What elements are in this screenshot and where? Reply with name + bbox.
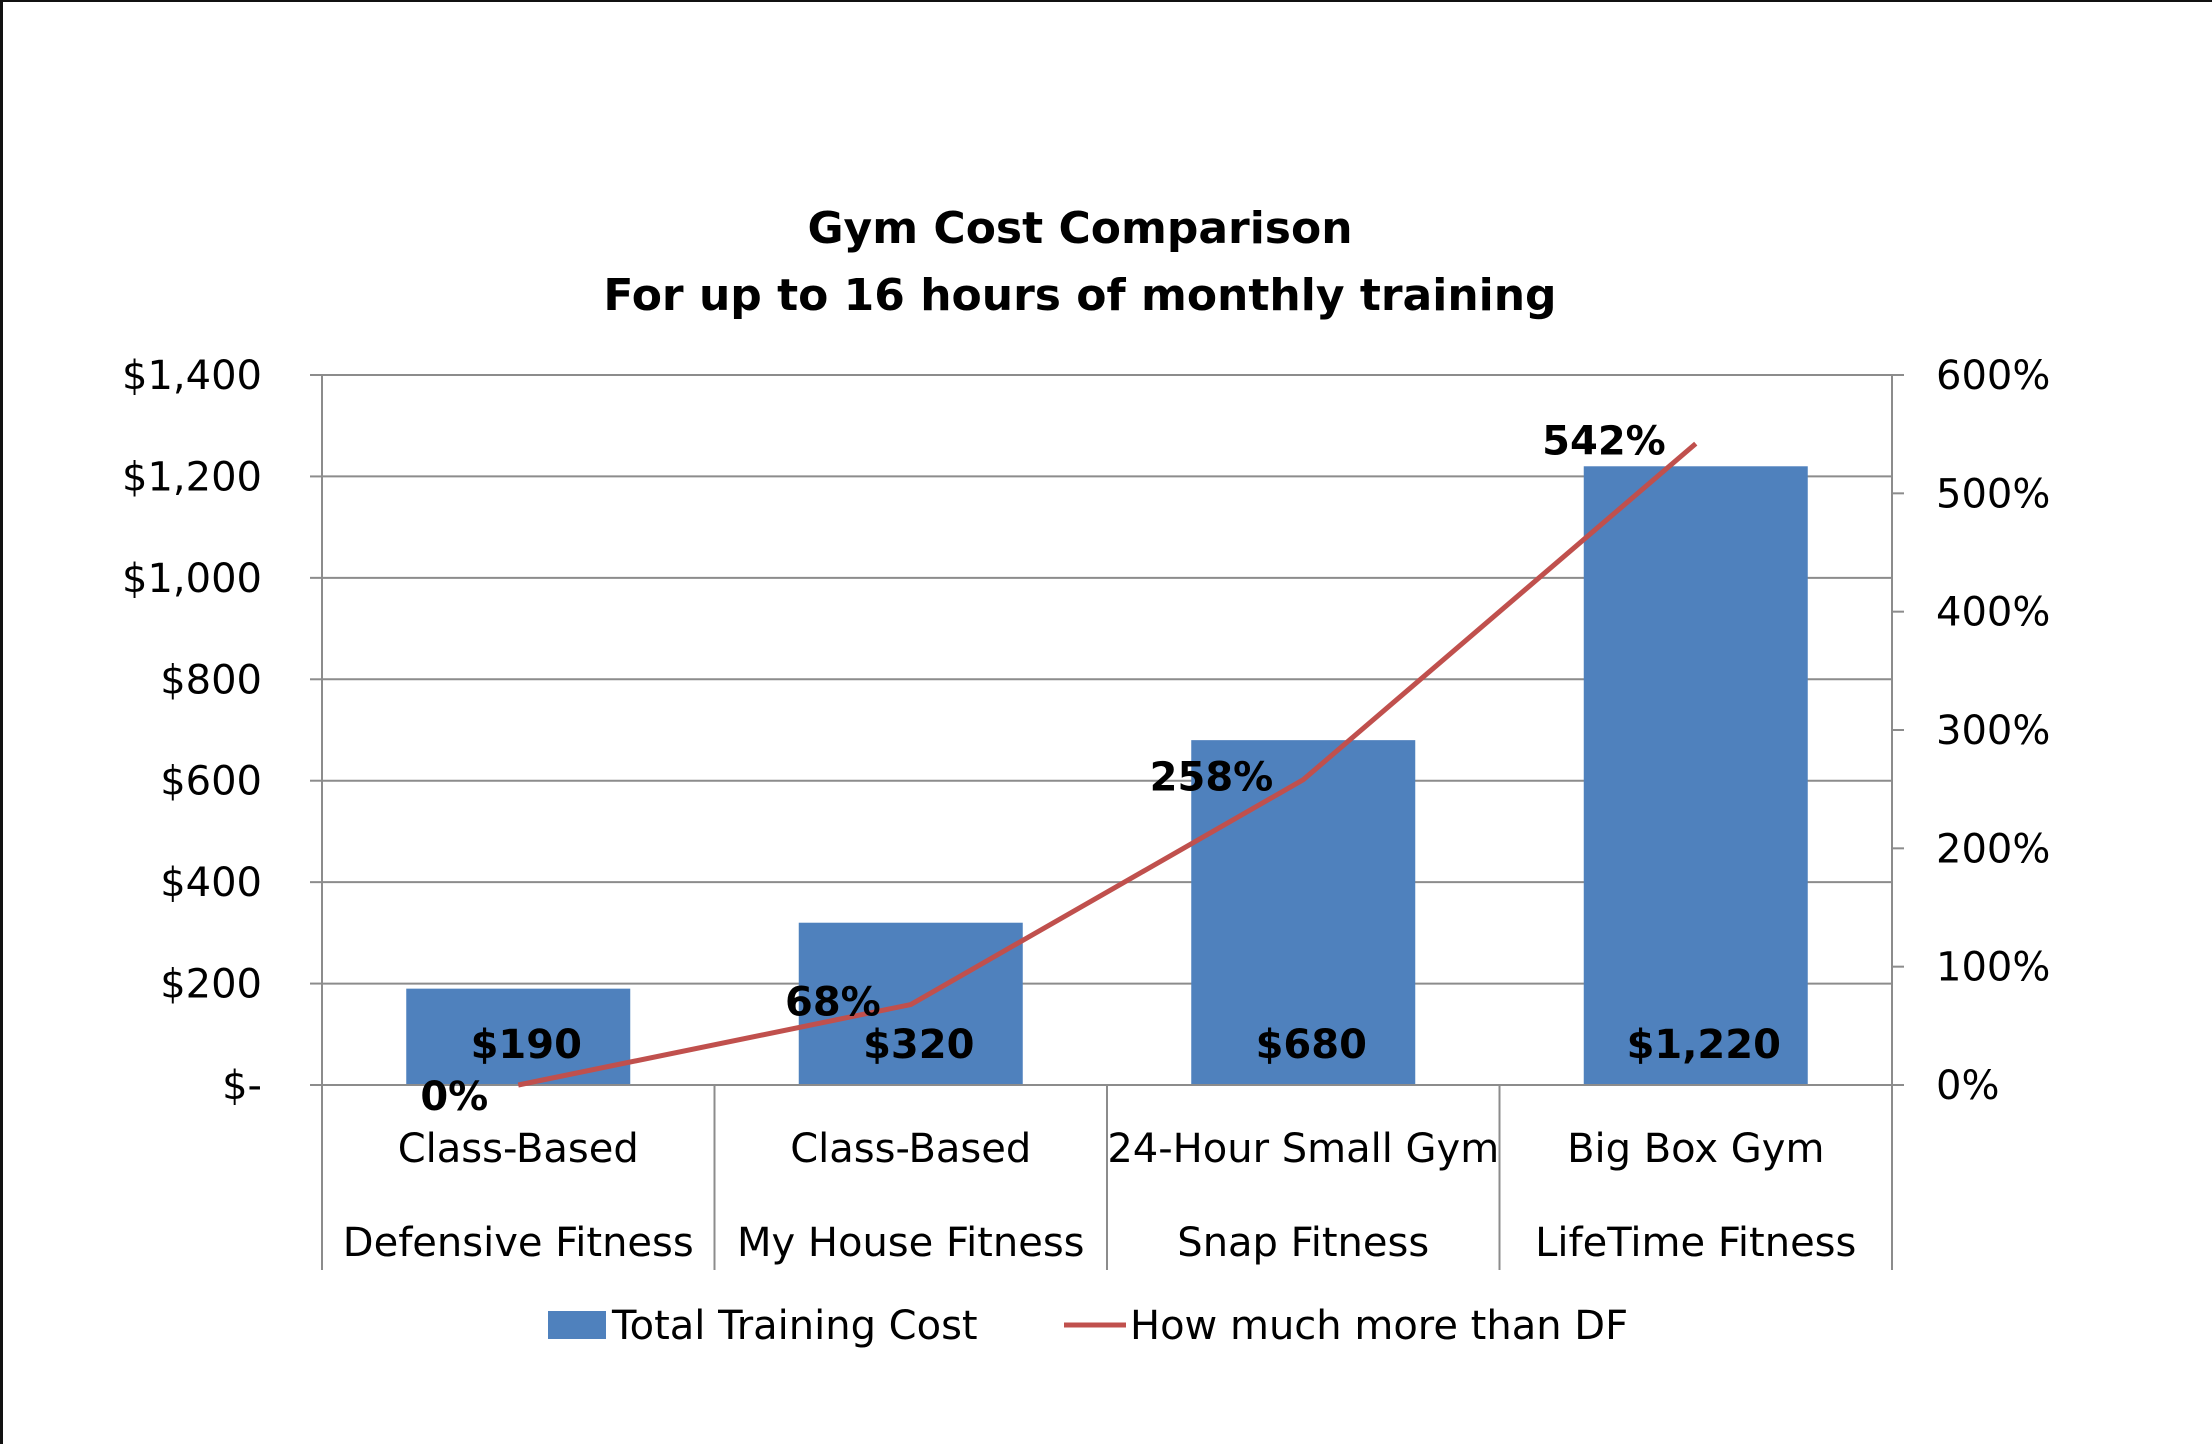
x-tick-label: Big Box Gym bbox=[1567, 1126, 1824, 1172]
bar-data-label: $190 bbox=[471, 1022, 582, 1068]
line-data-label: 68% bbox=[785, 980, 881, 1026]
line-data-label: 542% bbox=[1542, 419, 1666, 465]
y-tick-label: $600 bbox=[160, 759, 262, 805]
y-tick-label: $400 bbox=[160, 860, 262, 906]
x-tick-label: Class-Based bbox=[790, 1126, 1031, 1172]
bar-data-label: $680 bbox=[1256, 1022, 1367, 1068]
y-tick-label: $200 bbox=[160, 962, 262, 1008]
legend-swatch-bar bbox=[548, 1311, 606, 1339]
legend-label-line: How much more than DF bbox=[1130, 1303, 1628, 1349]
line-series bbox=[517, 441, 1698, 1088]
y-tick-label: $800 bbox=[160, 657, 262, 703]
y2-tick-label: 400% bbox=[1936, 590, 2050, 636]
legend-label-bar: Total Training Cost bbox=[611, 1303, 978, 1349]
line-data-label: 0% bbox=[420, 1074, 488, 1120]
bar bbox=[1191, 740, 1416, 1085]
bar-data-label: $1,220 bbox=[1627, 1022, 1781, 1068]
bar-data-label: $320 bbox=[863, 1022, 974, 1068]
y2-tick-label: 500% bbox=[1936, 471, 2050, 517]
chart-subtitle: For up to 16 hours of monthly training bbox=[603, 270, 1557, 321]
y2-tick-label: 0% bbox=[1936, 1063, 1999, 1109]
line-data-label: 258% bbox=[1150, 755, 1274, 801]
x-tick-label: LifeTime Fitness bbox=[1535, 1220, 1856, 1266]
x-tick-label: My House Fitness bbox=[737, 1220, 1085, 1266]
y-tick-label: $1,000 bbox=[122, 556, 262, 602]
y-tick-label: $1,200 bbox=[122, 454, 262, 500]
x-tick-label: 24-Hour Small Gym bbox=[1107, 1126, 1499, 1172]
y2-tick-label: 200% bbox=[1936, 826, 2050, 872]
y-tick-label: $1,400 bbox=[122, 353, 262, 399]
x-tick-label: Defensive Fitness bbox=[343, 1220, 694, 1266]
y2-tick-label: 600% bbox=[1936, 353, 2050, 399]
y-tick-label: $- bbox=[222, 1063, 262, 1109]
chart-title: Gym Cost Comparison bbox=[807, 203, 1353, 254]
x-tick-label: Snap Fitness bbox=[1177, 1220, 1429, 1266]
y2-tick-label: 100% bbox=[1936, 945, 2050, 991]
y2-tick-label: 300% bbox=[1936, 708, 2050, 754]
x-tick-label: Class-Based bbox=[398, 1126, 639, 1172]
bar bbox=[1583, 466, 1808, 1085]
